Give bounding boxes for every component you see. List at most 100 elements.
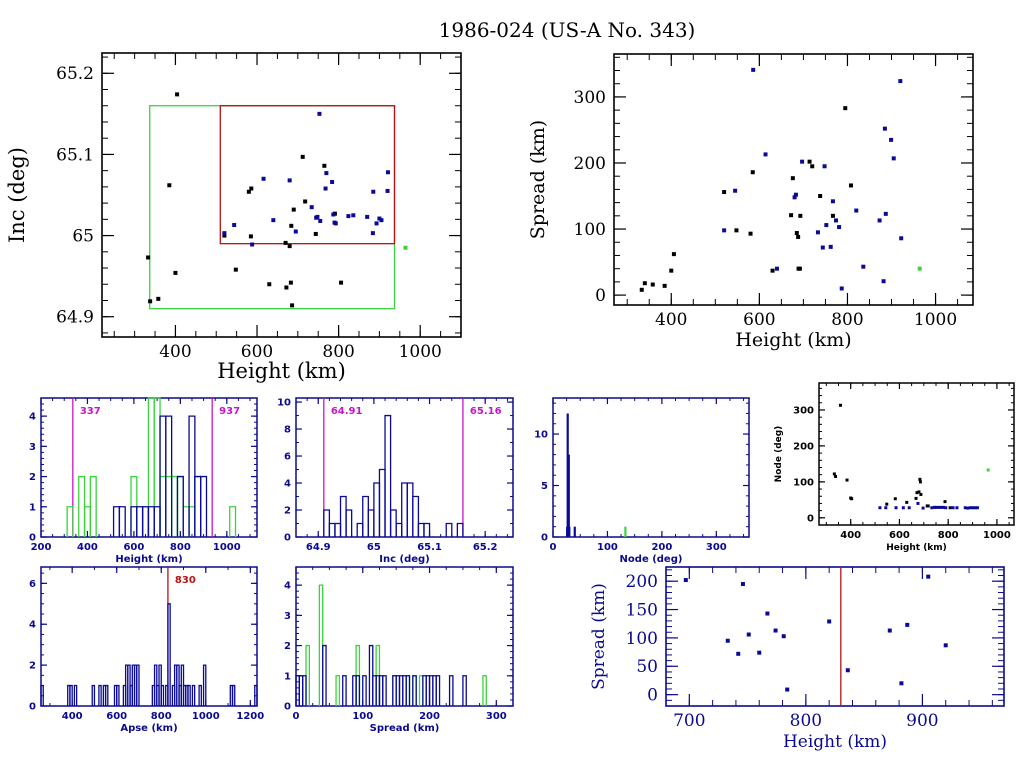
- scatter-point-blue: [385, 170, 390, 175]
- x-axis-label: Apse (km): [120, 723, 177, 734]
- scatter-point-black: [770, 268, 775, 273]
- y-axis-label: Spread (km): [527, 120, 549, 239]
- histogram-bar-blue: [328, 522, 336, 537]
- scatter-point-black: [284, 285, 289, 290]
- y-tick-label: 0: [647, 686, 658, 706]
- scatter-point-blue: [757, 650, 762, 655]
- x-tick-label: 64.9: [306, 542, 331, 553]
- x-axis-label: Height (km): [783, 732, 887, 752]
- histogram-bar-blue: [167, 603, 171, 706]
- scatter-point-blue: [330, 180, 335, 185]
- y-tick-label: 0: [284, 702, 291, 713]
- y-tick-label: 10: [534, 430, 548, 441]
- scatter-point-black: [838, 403, 842, 407]
- x-tick-label: 900: [906, 711, 938, 731]
- scatter-point-blue: [943, 643, 948, 648]
- scatter-point-black: [290, 303, 295, 308]
- scatter-point-blue: [370, 231, 375, 236]
- scatter-point-black: [919, 492, 923, 496]
- scatter-point-black: [798, 213, 803, 218]
- histogram-bar-blue: [355, 675, 361, 706]
- y-tick-label: 50: [636, 657, 658, 677]
- x-tick-label: 600: [889, 530, 910, 541]
- x-tick-label: 800: [831, 310, 863, 330]
- scatter-point-black: [943, 500, 947, 504]
- scatter-point-black: [885, 502, 889, 506]
- scatter-point-blue: [346, 214, 351, 219]
- x-axis-label: Spread (km): [370, 723, 440, 734]
- scatter-point-blue: [951, 506, 955, 510]
- plot-frame: [613, 53, 974, 306]
- scatter-point-blue: [916, 501, 920, 505]
- histogram-bar-blue: [423, 522, 431, 537]
- scatter-point-blue: [351, 213, 356, 218]
- scatter-point-black: [796, 234, 801, 239]
- y-tick-label: 200: [793, 441, 814, 452]
- scatter-point-blue: [792, 195, 797, 200]
- scatter-point-blue: [261, 176, 266, 181]
- histogram-bar-blue: [378, 468, 386, 537]
- scatter-point-blue: [939, 505, 943, 509]
- histogram-bar-green: [482, 675, 487, 706]
- y-tick-label: 2: [29, 472, 36, 483]
- scatter-point-black: [289, 223, 294, 228]
- y-tick-label: 0: [595, 286, 606, 306]
- scatter-point-blue: [232, 223, 237, 228]
- scatter-point-blue: [725, 638, 730, 643]
- scatter-point-blue: [891, 156, 896, 161]
- histogram-bar-blue: [98, 684, 102, 706]
- scatter-point-blue: [827, 619, 832, 624]
- inc-vs-height-panel: 400 600 800 1000 64.9 65 65.1 65.2 Height (km) In…: [5, 52, 462, 383]
- scatter-point-black: [175, 92, 180, 97]
- y-tick-label: 100: [793, 477, 814, 488]
- histogram-bar-blue: [198, 684, 202, 706]
- scatter-point-black: [917, 490, 921, 494]
- scatter-point-blue: [222, 231, 227, 236]
- scatter-point-blue: [733, 188, 738, 193]
- scatter-point-blue: [883, 211, 888, 216]
- scatter-point-black: [233, 267, 238, 272]
- scatter-point-blue: [894, 506, 898, 510]
- histogram-bar-blue: [382, 675, 387, 706]
- x-tick-label: 200: [31, 542, 52, 553]
- node-histogram-panel: 0 100 200 300 0 5 10 Node (deg): [534, 397, 750, 565]
- scatter-point-black: [832, 472, 836, 476]
- x-tick-label: 400: [62, 711, 83, 722]
- scatter-point-black: [750, 170, 755, 175]
- spread-vs-height-zoom-panel: 700 800 900 0 50 100 150 200 Height (km) Spread (…: [589, 566, 1005, 752]
- histogram-bar-blue: [412, 675, 417, 706]
- scatter-point-black: [818, 194, 823, 199]
- y-tick-label: 1: [29, 502, 36, 513]
- scatter-point-blue: [944, 506, 948, 510]
- histogram-bar-blue: [160, 684, 165, 706]
- x-tick-label: 400: [77, 542, 98, 553]
- histogram-bar-blue: [176, 475, 184, 537]
- scatter-point-blue: [323, 186, 328, 191]
- histogram-bar-blue: [395, 522, 403, 537]
- histogram-bar-blue: [69, 684, 73, 706]
- height-histogram-panel: 200 400 600 800 1000 0 1 2 3 4 Height (km) 337 937: [29, 397, 258, 565]
- scatter-point-blue: [930, 506, 934, 510]
- x-tick-label: 300: [706, 542, 727, 553]
- scatter-point-black: [156, 296, 161, 301]
- scatter-point-blue: [331, 212, 336, 217]
- y-axis-label: Inc (deg): [5, 147, 29, 243]
- x-tick-label: 65: [367, 542, 381, 553]
- scatter-point-black: [845, 478, 849, 482]
- scatter-point-blue: [822, 164, 827, 169]
- x-tick-label: 1000: [983, 530, 1011, 541]
- scatter-point-black: [148, 299, 153, 304]
- histogram-bar-green: [141, 506, 150, 537]
- scatter-point-blue: [309, 205, 314, 210]
- histogram-bar-blue: [141, 506, 150, 537]
- y-tick-label: 4: [29, 620, 36, 631]
- scatter-point-blue: [934, 505, 938, 509]
- scatter-point-black: [848, 183, 853, 188]
- histogram-bar-blue: [417, 522, 425, 537]
- histogram-bar-blue: [362, 495, 369, 537]
- scatter-point-blue: [740, 582, 745, 587]
- scatter-point-black: [734, 228, 739, 233]
- scatter-point-black: [905, 500, 909, 504]
- x-tick-label: 100: [597, 542, 618, 553]
- histogram-bar-blue: [406, 482, 414, 537]
